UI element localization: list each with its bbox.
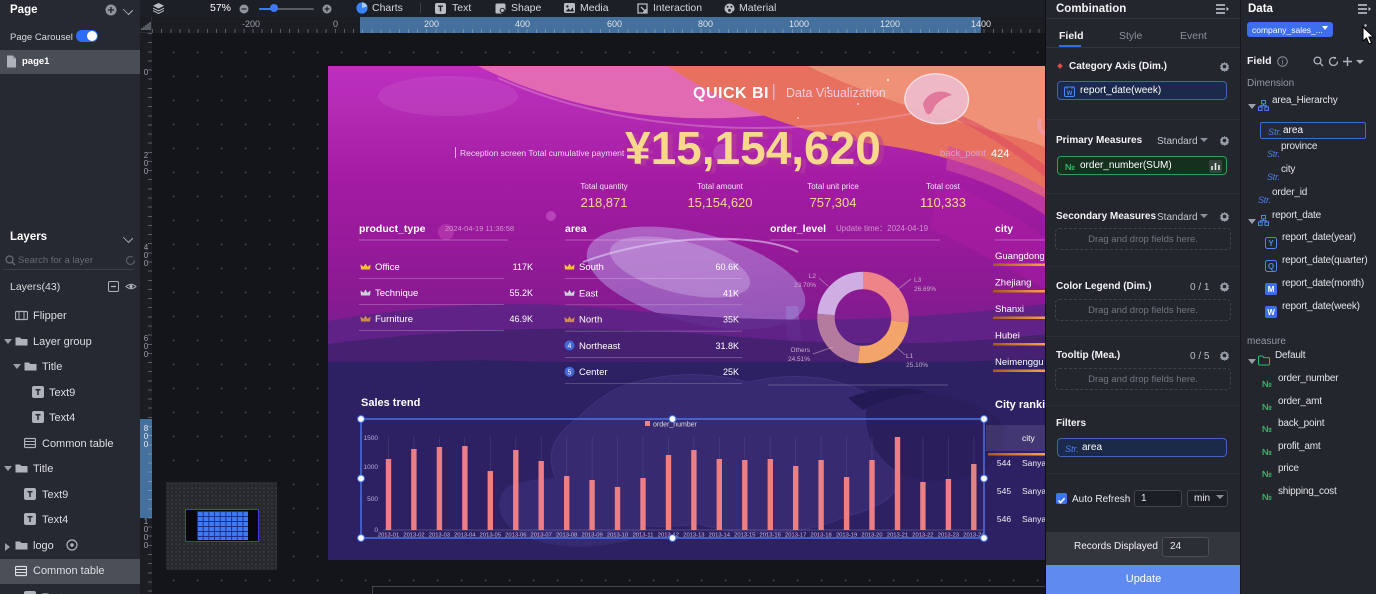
svg-text:24.51%: 24.51% [788, 356, 810, 363]
svg-text:117K: 117K [513, 262, 533, 272]
svg-text:order_level: order_level [770, 223, 826, 235]
svg-text:25.10%: 25.10% [906, 362, 928, 369]
svg-text:Data Visualization: Data Visualization [786, 86, 886, 100]
svg-text:Neimenggu: Neimenggu [995, 357, 1044, 368]
svg-text:2013-02: 2013-02 [403, 533, 424, 539]
svg-text:East: East [579, 288, 598, 299]
svg-text:2013-19: 2013-19 [836, 533, 857, 539]
svg-text:424: 424 [991, 148, 1009, 160]
svg-text:Zhejiang: Zhejiang [995, 278, 1031, 289]
svg-text:2013-16: 2013-16 [760, 533, 781, 539]
svg-text:Sanya: Sanya [1022, 458, 1045, 468]
svg-text:Sanya: Sanya [1022, 514, 1045, 524]
svg-text:5: 5 [568, 370, 572, 377]
svg-text:Center: Center [579, 367, 608, 378]
svg-text:order_number: order_number [653, 422, 698, 429]
svg-text:Northeast: Northeast [579, 341, 621, 352]
svg-text:2013-06: 2013-06 [505, 533, 526, 539]
svg-text:25K: 25K [723, 367, 739, 377]
svg-text:¥15,154,620: ¥15,154,620 [630, 124, 886, 176]
svg-text:2013-10: 2013-10 [607, 533, 628, 539]
svg-text:North: North [579, 315, 602, 326]
svg-text:Sanya: Sanya [1022, 486, 1045, 496]
svg-text:2013-11: 2013-11 [633, 533, 654, 539]
svg-text:4: 4 [568, 343, 572, 350]
svg-text:L3: L3 [914, 277, 922, 284]
svg-text:L1: L1 [906, 353, 914, 360]
svg-text:2013-18: 2013-18 [810, 533, 831, 539]
svg-text:City ranking: City ranking [995, 399, 1045, 411]
svg-text:26.69%: 26.69% [914, 286, 936, 293]
svg-text:545: 545 [997, 486, 1011, 496]
svg-text:Total amount: Total amount [697, 182, 744, 191]
svg-text:46.9K: 46.9K [509, 314, 533, 324]
svg-text:back_point: back_point [940, 148, 986, 159]
svg-text:2013-14: 2013-14 [709, 533, 731, 539]
svg-text:¥15,154,620: ¥15,154,620 [625, 122, 881, 174]
svg-text:41K: 41K [723, 288, 739, 298]
svg-text:757,304: 757,304 [810, 195, 857, 210]
svg-text:110,333: 110,333 [920, 195, 966, 210]
svg-text:South: South [579, 262, 604, 273]
svg-text:city: city [1022, 433, 1036, 443]
svg-text:Technique: Technique [375, 288, 418, 299]
svg-text:Shanxi: Shanxi [995, 304, 1024, 315]
svg-text:Others: Others [790, 347, 810, 354]
svg-text:2013-03: 2013-03 [429, 533, 450, 539]
svg-text:544: 544 [997, 458, 1011, 468]
svg-text:2024-04-19 11:36:58: 2024-04-19 11:36:58 [445, 224, 514, 233]
svg-text:Furniture: Furniture [375, 314, 413, 325]
svg-text:W: W [1267, 308, 1275, 317]
svg-text:2013-04: 2013-04 [454, 533, 476, 539]
svg-text:23.70%: 23.70% [794, 282, 816, 289]
svg-text:2013-15: 2013-15 [734, 533, 755, 539]
svg-text:2013-12: 2013-12 [658, 533, 679, 539]
svg-text:Q: Q [1268, 262, 1274, 271]
svg-text:city: city [995, 223, 1013, 235]
svg-text:QUICK BI: QUICK BI [693, 85, 769, 102]
svg-text:55.2K: 55.2K [509, 288, 533, 298]
svg-text:2013-05: 2013-05 [480, 533, 501, 539]
svg-text:Total quantity: Total quantity [580, 182, 627, 191]
svg-text:Reception screen Total cumula: Reception screen Total cumulative paymen… [460, 148, 625, 158]
svg-text:35K: 35K [723, 315, 739, 325]
svg-text:2013-07: 2013-07 [531, 533, 552, 539]
svg-text:2013-13: 2013-13 [683, 533, 704, 539]
svg-text:500: 500 [367, 496, 378, 503]
svg-text:Y: Y [1268, 239, 1274, 248]
svg-text:218,871: 218,871 [581, 195, 628, 210]
svg-text:Hubei: Hubei [995, 331, 1020, 342]
svg-text:2013-24: 2013-24 [963, 533, 985, 539]
svg-text:2013-17: 2013-17 [785, 533, 806, 539]
svg-text:Total cost: Total cost [926, 182, 961, 191]
svg-text:Sales trend: Sales trend [361, 397, 420, 409]
svg-text:0: 0 [374, 527, 378, 534]
svg-text:M: M [1268, 285, 1275, 294]
svg-text:15,154,620: 15,154,620 [687, 195, 752, 210]
svg-text:L2: L2 [809, 273, 817, 280]
svg-text:546: 546 [997, 514, 1011, 524]
svg-text:product_type: product_type [359, 223, 426, 235]
svg-text:W: W [1067, 91, 1073, 97]
svg-text:60.6K: 60.6K [715, 262, 739, 272]
svg-text:2013-01: 2013-01 [378, 533, 399, 539]
svg-text:2013-08: 2013-08 [556, 533, 577, 539]
svg-text:1500: 1500 [364, 435, 379, 442]
svg-text:Update time：2024-04-19: Update time：2024-04-19 [836, 224, 929, 233]
svg-text:Guangdong: Guangdong [995, 251, 1045, 262]
svg-text:2013-21: 2013-21 [887, 533, 908, 539]
svg-text:31.8K: 31.8K [715, 341, 739, 351]
svg-text:i: i [1282, 57, 1284, 66]
svg-text:Total unit price: Total unit price [807, 182, 859, 191]
svg-text:2013-20: 2013-20 [861, 533, 882, 539]
svg-text:2013-22: 2013-22 [912, 533, 933, 539]
svg-text:Office: Office [375, 262, 400, 273]
svg-text:2013-23: 2013-23 [938, 533, 959, 539]
svg-text:area: area [565, 223, 587, 235]
svg-text:1000: 1000 [364, 464, 379, 471]
svg-text:2013-09: 2013-09 [581, 533, 602, 539]
